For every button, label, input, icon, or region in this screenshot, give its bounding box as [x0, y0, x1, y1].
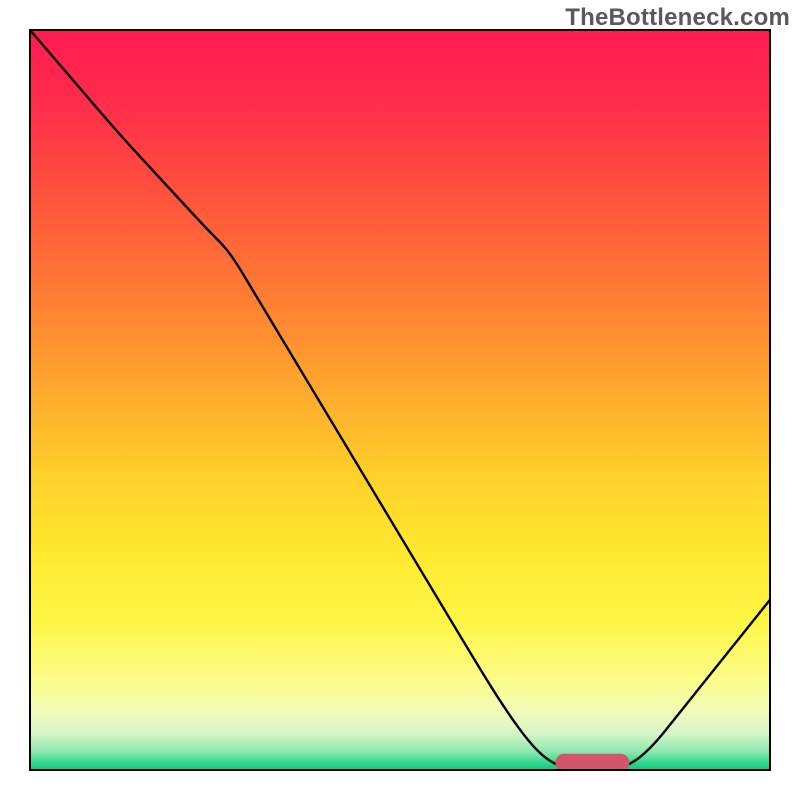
watermark-text: TheBottleneck.com [565, 4, 790, 32]
optimal-marker [555, 754, 629, 772]
plot-background [30, 30, 770, 770]
chart-container: TheBottleneck.com [0, 0, 800, 800]
bottleneck-chart [0, 0, 800, 800]
